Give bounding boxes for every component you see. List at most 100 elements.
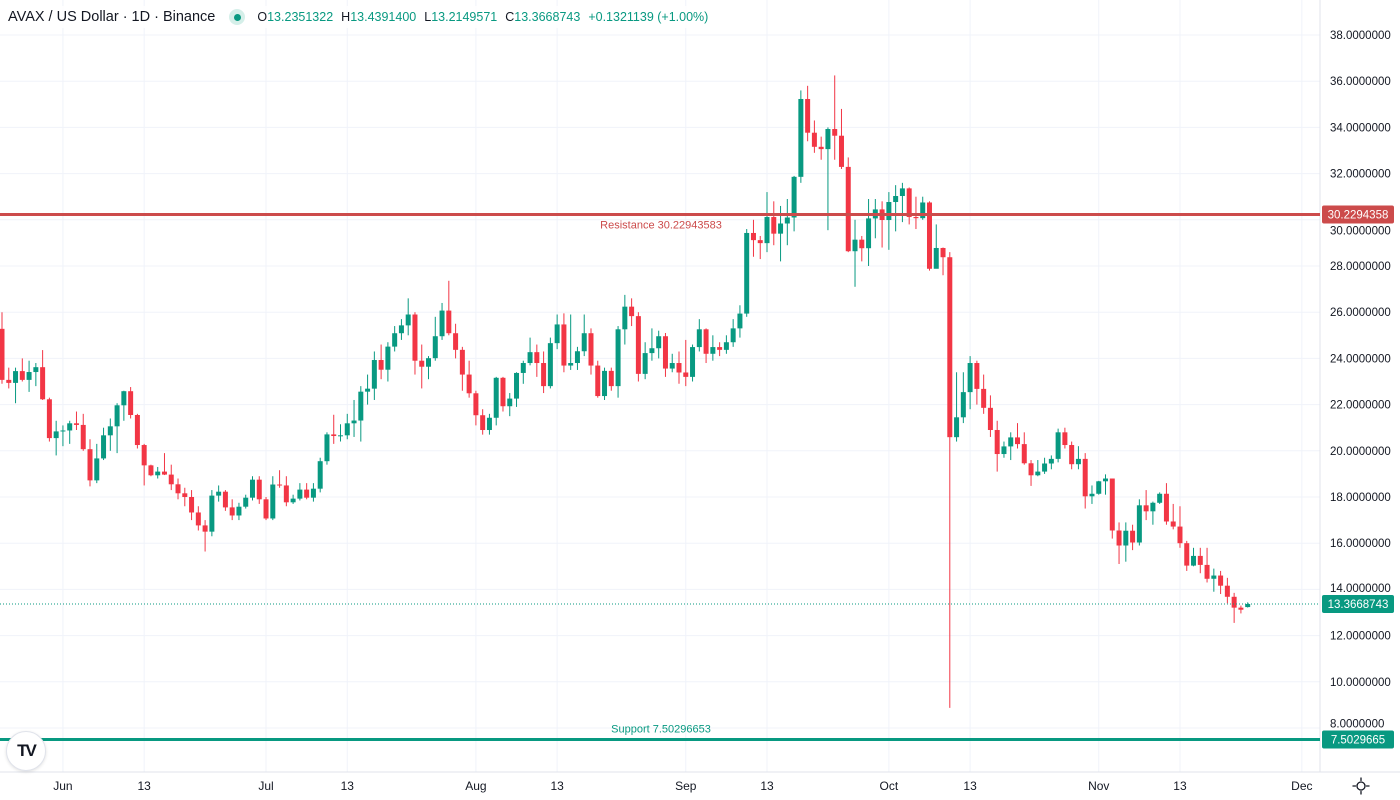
candle-body <box>954 417 960 438</box>
time-tick-label: 13 <box>963 779 977 793</box>
candle-body <box>960 392 966 418</box>
candle-body <box>398 325 404 334</box>
candle <box>182 487 188 507</box>
candle-body <box>778 223 784 234</box>
candle-body <box>13 371 19 383</box>
candle-body <box>893 196 899 203</box>
candle <box>987 395 993 437</box>
candle-body <box>669 363 675 369</box>
price-tick-label: 36.0000000 <box>1330 76 1391 88</box>
candle-body <box>1021 444 1027 464</box>
candle <box>784 199 790 246</box>
candle <box>967 356 973 410</box>
time-axis[interactable]: Jun 13 Jul 13 Aug 13 Sep 13 Oct 13 Nov 13 Dec <box>53 779 1312 793</box>
candle <box>960 372 966 424</box>
candle-body <box>1136 505 1142 543</box>
candle <box>507 393 513 417</box>
candle-body <box>168 474 174 485</box>
tradingview-logo[interactable]: TV <box>6 731 46 771</box>
ohlc-values: O13.2351322 H13.4391400 L13.2149571 C13.… <box>257 10 708 24</box>
candle <box>439 302 445 340</box>
candle-body <box>798 98 804 177</box>
candle <box>412 312 418 375</box>
candle <box>520 360 526 384</box>
candle-body <box>310 488 316 498</box>
candle <box>236 502 242 521</box>
candle <box>161 453 167 476</box>
candle-body <box>554 324 560 344</box>
candle <box>1069 441 1075 470</box>
candle <box>19 358 25 382</box>
candle <box>1157 492 1163 504</box>
last-price-tag-text: 13.3668743 <box>1328 599 1389 611</box>
candle <box>324 432 330 465</box>
candle <box>13 367 19 404</box>
candle-body <box>121 391 127 406</box>
candle-body <box>1211 575 1217 579</box>
candle <box>371 351 377 400</box>
candle-body <box>1035 471 1041 476</box>
candle <box>1150 501 1156 525</box>
candle-body <box>297 489 303 499</box>
candle-body <box>1116 530 1122 546</box>
candle <box>926 201 932 271</box>
candle <box>568 314 574 370</box>
level-lines[interactable]: Resistance 30.22943583 Support 7.50296653 <box>0 213 1320 741</box>
candle <box>811 120 817 153</box>
candle <box>859 235 865 262</box>
candle-body <box>134 414 140 446</box>
candle-body <box>202 525 208 532</box>
candle-body <box>324 434 330 462</box>
candle-body <box>987 407 993 431</box>
candle <box>622 294 628 345</box>
candle <box>1170 503 1176 530</box>
time-tick-label: Dec <box>1291 779 1312 793</box>
candle-body <box>1218 575 1224 586</box>
candle-body <box>1204 564 1210 579</box>
time-tick-label: 13 <box>760 779 774 793</box>
candle <box>696 319 702 352</box>
candle-body <box>486 417 492 431</box>
candle-body <box>189 497 195 513</box>
candle <box>635 312 641 382</box>
low-label: L <box>424 10 432 24</box>
low-value: 13.2149571 <box>431 10 498 24</box>
candle-body <box>256 479 262 500</box>
price-tick-label: 8.0000000 <box>1330 718 1384 730</box>
candle-body <box>432 336 438 359</box>
price-axis[interactable]: 38.0000000 36.0000000 34.0000000 32.0000000… <box>1330 30 1391 730</box>
open-value: 13.2351322 <box>267 10 334 24</box>
candle <box>256 476 262 504</box>
high-label: H <box>341 10 351 24</box>
candle <box>1055 428 1061 463</box>
close-label: C <box>505 10 515 24</box>
candle <box>466 360 472 398</box>
candle-body <box>412 314 418 361</box>
candle-body <box>615 329 621 387</box>
candle-body <box>1150 502 1156 512</box>
candle-body <box>128 391 134 415</box>
candle <box>771 201 777 246</box>
candle <box>1042 457 1048 474</box>
time-tick-label: Jul <box>258 779 273 793</box>
candle <box>358 386 364 442</box>
candle <box>432 316 438 361</box>
candle <box>1191 547 1197 567</box>
candle-body <box>6 379 12 383</box>
candle <box>845 157 851 253</box>
symbol-title[interactable]: AVAX / US Dollar · 1D · Binance <box>8 9 216 25</box>
time-tick-label: Oct <box>880 779 899 793</box>
candle <box>493 376 499 426</box>
candle <box>872 199 878 239</box>
gear-icon[interactable] <box>1352 777 1370 795</box>
candle <box>500 376 506 412</box>
candle <box>209 490 215 537</box>
candle <box>866 199 872 266</box>
candle-body <box>277 484 283 486</box>
candle <box>764 192 770 253</box>
candle-body <box>1075 458 1081 465</box>
support-price-tag: 7.5029665 <box>1322 730 1394 749</box>
candle-body <box>629 306 635 317</box>
candle-body <box>750 232 756 241</box>
